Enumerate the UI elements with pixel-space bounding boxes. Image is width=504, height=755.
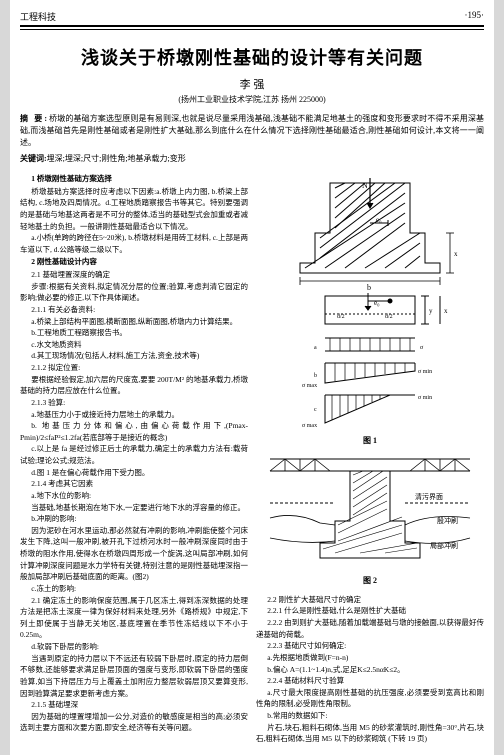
para: a.先根据地质做到(F=n-n) xyxy=(256,652,484,664)
svg-text:a: a xyxy=(314,345,317,351)
para: b. 地基压力分体和偏心,由偏心荷载作用下,(Pmax-Pmin)/2≤faP²… xyxy=(20,420,248,443)
section-2-2: 2.2 刚性扩大基础尺寸的确定 xyxy=(256,594,484,606)
keywords-text: 埋深;埋深;尺寸;刚性角;地基承载力;变形 xyxy=(47,154,186,163)
svg-text:b: b xyxy=(367,283,371,292)
right-column: N e₀ b x xyxy=(256,172,484,745)
para: b.冲刷的影响: xyxy=(20,513,248,525)
para: 2.1 确定冻土的影响保度范围,属于几区冻土,得到冻深数据的处理方法是把冻土深度… xyxy=(20,595,248,642)
abstract-label: 摘 要: xyxy=(20,114,49,123)
para: b.工程地质工程踏察报告书。 xyxy=(20,327,248,339)
article-title: 浅谈关于桥墩刚性基础的设计等有关问题 xyxy=(20,44,484,70)
header-left: 工程科技 xyxy=(20,10,56,23)
svg-text:x: x xyxy=(444,307,448,315)
para: 当基础,地基长期泡在地下水,一定要进行地下水的浮容量的修正。 xyxy=(20,502,248,514)
author: 李 强 xyxy=(20,76,484,92)
para: a.小桥(单跨的跨径在5~20米), b.桥墩材料是用砖工材料, c.上部是两车… xyxy=(20,232,248,255)
para: d.软弱下卧层的影响: xyxy=(20,641,248,653)
section-2-1-1: 2.1.1 有关必备资料: xyxy=(20,304,248,316)
svg-text:σ: σ xyxy=(420,345,424,351)
svg-text:x: x xyxy=(454,250,458,258)
para: c.水文地质资料 xyxy=(20,339,248,351)
figure-2-caption: 图 2 xyxy=(256,575,484,587)
fig2-label-3: 局部冲刷 xyxy=(430,541,458,550)
para: a.地基压力小于或接近持力层地土的承载力。 xyxy=(20,409,248,421)
para: 因为泥砂在河水里运动,那必然就有冲刷的影响,冲刷能使整个河床发生下降,这叫一般冲… xyxy=(20,525,248,583)
abstract: 摘 要:桥墩的基础方案选型原则是有易则深,也就是说尽量采用浅基础,浅基础不能满足… xyxy=(20,113,484,149)
svg-text:y: y xyxy=(429,307,433,315)
section-2-1-3: 2.1.3 验算: xyxy=(20,397,248,409)
section-1-title: 1 桥墩刚性基础方案选择 xyxy=(20,173,248,185)
svg-text:e₀: e₀ xyxy=(376,216,382,224)
svg-text:σ min: σ min xyxy=(418,369,432,375)
svg-text:N: N xyxy=(362,181,368,190)
svg-text:σ max: σ max xyxy=(302,383,317,389)
svg-text:e₀: e₀ xyxy=(374,299,380,307)
section-2-1-2: 2.1.2 拟定位置: xyxy=(20,362,248,374)
para: c.以上是 fa 是经过修正后土的承载力,确定土的承载力方法有:载荷试验;理论公… xyxy=(20,443,248,466)
para: b.偏心 A=(1.1~1.4)n,式,足足K≤2.5nαK≤2。 xyxy=(256,664,484,676)
figure-1: N e₀ b x xyxy=(256,178,484,447)
para: c.冻土的影响: xyxy=(20,583,248,595)
svg-text:σ min: σ min xyxy=(418,395,432,401)
section-2-2-4: 2.2.4 基础材料尺寸验算 xyxy=(256,675,484,687)
para: 片石,块石,粗料石砌体,当用 M5 的砂浆灌筑时,刚性角=30°,片石,块石,粗… xyxy=(256,722,484,745)
para: d.图 1 是在偏心荷载作用下受力图。 xyxy=(20,467,248,479)
para: d.其工现场情况(包括人,材料,施工方法,资金,技术等) xyxy=(20,350,248,362)
para: 因为基础的埋置埋增加一公分,对造价的敏感度是相当的高;必须安选到主要方面和次要方… xyxy=(20,711,248,734)
para: 要根据经验假定,加六层的尺度宽,要要 200T/M² 的地基承载力,桥墩基础的持… xyxy=(20,374,248,397)
section-2-2-3: 2.2.3 基础尺寸如何确定: xyxy=(256,640,484,652)
left-column: 1 桥墩刚性基础方案选择 桥墩基础方案选择时应考虑以下因素:a.桥墩上内力图, … xyxy=(20,172,248,745)
para: b.常用的数据如下: xyxy=(256,710,484,722)
affiliation: (扬州工业职业技术学院,江苏 扬州 225000) xyxy=(20,94,484,105)
para: 步骤:根据有关资料,拟定情况分层的位置;验算,考虑判清它固定的影响;做必要的修正… xyxy=(20,281,248,304)
para: a.地下水位的影响: xyxy=(20,490,248,502)
para: 桥墩基础方案选择时应考虑以下因素:a.桥墩上内力图, b.桥梁上部结构, c.场… xyxy=(20,186,248,233)
keywords-label: 关键词: xyxy=(20,154,47,163)
figure-1-caption: 图 1 xyxy=(256,435,484,447)
svg-text:d/2: d/2 xyxy=(337,314,345,320)
section-2-1-4: 2.1.4 考虑其它因素 xyxy=(20,478,248,490)
para: 2.2.2 由到则扩大基础,随着加载端基础与墩的接触面,以获得最好传递基础的荷载… xyxy=(256,617,484,640)
header-right: ·195· xyxy=(465,10,485,23)
svg-text:c: c xyxy=(314,407,317,413)
para: a.桥梁上部结构平面图,横断面图,纵断面图,桥墩内力计算结果。 xyxy=(20,316,248,328)
section-2-1-5: 2.1.5 基础埋深 xyxy=(20,699,248,711)
svg-text:σ max: σ max xyxy=(302,423,317,429)
figure-2: 清污界面 殷冲刷 局部冲刷 图 2 xyxy=(256,453,484,587)
svg-text:b: b xyxy=(314,373,317,379)
svg-text:d/2: d/2 xyxy=(385,314,393,320)
fig2-label-1: 清污界面 xyxy=(415,492,443,501)
fig2-label-2: 殷冲刷 xyxy=(437,516,458,525)
para: a.尺寸最大限度提高刚性基础的抗压强度,必须要受到宽高比和刚性角的限制,必受刚性… xyxy=(256,687,484,710)
keywords: 关键词:埋深;埋深;尺寸;刚性角;地基承载力;变形 xyxy=(20,153,484,164)
abstract-text: 桥墩的基础方案选型原则是有易则深,也就是说尽量采用浅基础,浅基础不能满足地基土的… xyxy=(20,114,484,147)
section-2-1: 2.1 基础埋置深度的确定 xyxy=(20,269,248,281)
section-2-title: 2 刚性基础设计内容 xyxy=(20,256,248,268)
para: 当遇到原定的持力层以下不远还有较弱下卧层时,原定的持力层倒不够数,还能够要求满足… xyxy=(20,653,248,700)
section-2-2-1: 2.2.1 什么是刚性基础,什么是刚性扩大基础 xyxy=(256,605,484,617)
